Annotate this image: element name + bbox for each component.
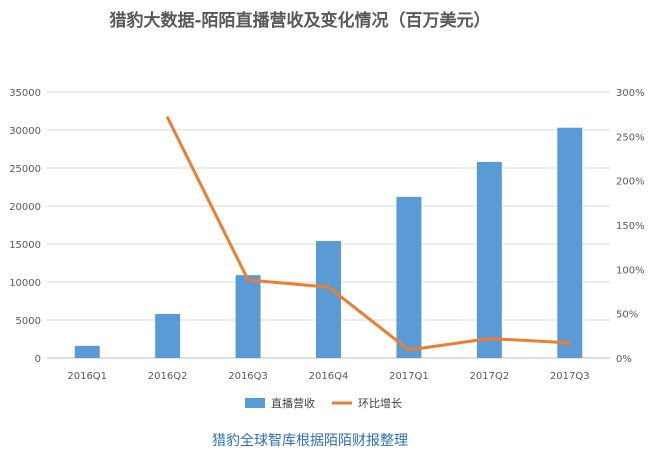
legend-swatch-bar bbox=[245, 398, 265, 408]
right-axis-ticks: 0% 50% 100% 150% 200% 250% 300% bbox=[616, 88, 645, 365]
line-series bbox=[166, 116, 572, 352]
right-tick-label: 300% bbox=[616, 88, 645, 99]
bar bbox=[155, 313, 181, 358]
growth-line bbox=[166, 117, 570, 352]
legend-label-bar: 直播营收 bbox=[271, 396, 315, 410]
right-tick-label: 0% bbox=[616, 354, 632, 365]
bar bbox=[316, 240, 341, 358]
x-tick-label: 2017Q2 bbox=[470, 371, 510, 382]
bar bbox=[557, 127, 583, 358]
bar bbox=[235, 275, 261, 358]
x-tick-label: 2016Q4 bbox=[309, 371, 349, 382]
left-tick-label: 35000 bbox=[9, 88, 41, 99]
bar bbox=[396, 196, 422, 358]
chart-title: 猎豹大数据-陌陌直播营收及变化情况（百万美元） bbox=[109, 11, 491, 31]
left-tick-label: 5000 bbox=[16, 316, 41, 327]
right-tick-label: 50% bbox=[616, 310, 638, 321]
left-tick-label: 15000 bbox=[9, 240, 41, 251]
legend: 直播营收 环比增长 bbox=[245, 396, 402, 410]
legend-label-line: 环比增长 bbox=[358, 396, 402, 410]
growth-point bbox=[487, 336, 491, 340]
source-note: 猎豹全球智库根据陌陌财报整理 bbox=[212, 433, 408, 449]
x-tick-label: 2016Q1 bbox=[67, 371, 107, 382]
left-tick-label: 10000 bbox=[9, 278, 41, 289]
growth-point bbox=[568, 341, 572, 345]
right-tick-label: 150% bbox=[616, 221, 645, 232]
bar bbox=[74, 345, 100, 358]
growth-point bbox=[327, 285, 330, 289]
growth-point bbox=[166, 116, 170, 120]
growth-point bbox=[246, 278, 250, 282]
left-tick-label: 25000 bbox=[9, 164, 41, 175]
x-tick-label: 2016Q2 bbox=[148, 371, 188, 382]
left-tick-label: 20000 bbox=[9, 202, 41, 213]
x-tick-label: 2017Q3 bbox=[550, 371, 590, 382]
right-tick-label: 100% bbox=[616, 265, 645, 276]
bar bbox=[476, 161, 502, 358]
growth-point bbox=[407, 348, 411, 352]
left-tick-label: 30000 bbox=[9, 126, 41, 137]
x-axis-ticks: 2016Q1 2016Q2 2016Q3 2016Q4 2017Q1 2017Q2 2017… bbox=[67, 371, 589, 382]
bar-series bbox=[74, 127, 583, 358]
x-tick-label: 2017Q1 bbox=[389, 371, 429, 382]
right-tick-label: 200% bbox=[616, 177, 645, 188]
right-tick-label: 250% bbox=[616, 132, 645, 143]
left-tick-label: 0 bbox=[35, 354, 41, 365]
left-axis-ticks: 0 5000 10000 15000 20000 25000 30000 35000 bbox=[9, 88, 41, 365]
x-tick-label: 2016Q3 bbox=[228, 371, 268, 382]
